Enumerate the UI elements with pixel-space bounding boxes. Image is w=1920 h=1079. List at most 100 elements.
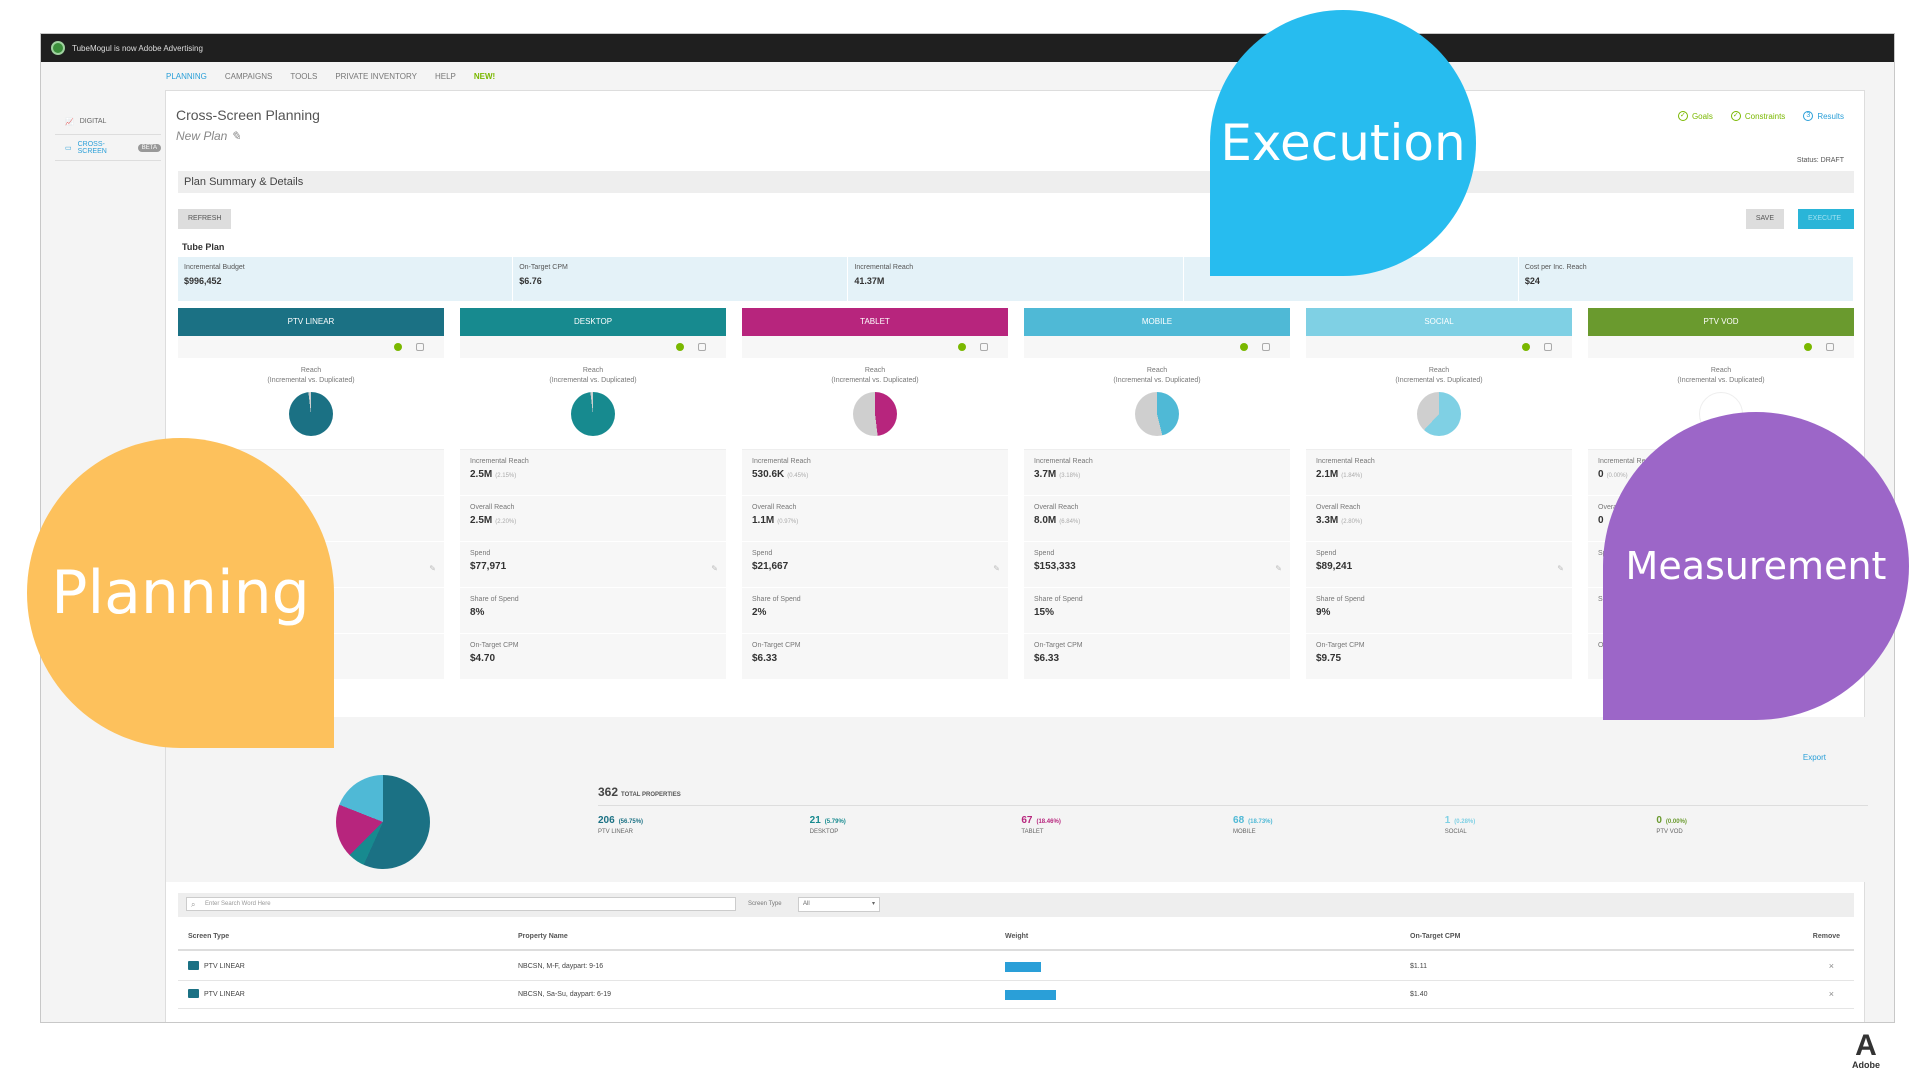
sidebar-item-cross-screen[interactable]: ▭ CROSS-SCREEN BETA bbox=[55, 135, 161, 161]
stat-label: DESKTOP bbox=[809, 829, 839, 835]
total-count: 362 bbox=[598, 785, 619, 799]
execute-button[interactable]: EXECUTE bbox=[1798, 209, 1854, 229]
metric-on-target-cpm: On-Target CPM $6.76 bbox=[513, 257, 849, 301]
nav-new[interactable]: NEW! bbox=[473, 72, 496, 81]
nav-help[interactable]: HELP bbox=[434, 72, 456, 81]
close-icon[interactable]: × bbox=[1828, 961, 1834, 971]
nav-tools[interactable]: TOOLS bbox=[290, 72, 318, 81]
main-nav: PLANNING CAMPAIGNS TOOLS PRIVATE INVENTO… bbox=[166, 72, 495, 81]
row-label: Incremental Reach bbox=[1034, 458, 1093, 465]
stat-label: MOBILE bbox=[1233, 829, 1256, 835]
reach-label: Reach bbox=[1428, 367, 1450, 374]
stat-value: 68 (18.73%) bbox=[1233, 815, 1445, 826]
reach-label: Reach bbox=[1146, 367, 1168, 374]
lock-icon[interactable] bbox=[416, 343, 424, 351]
card-reach: Reach (Incremental vs. Duplicated) bbox=[742, 358, 1008, 450]
nav-private-inventory[interactable]: PRIVATE INVENTORY bbox=[335, 72, 417, 81]
row-label: On-Target CPM bbox=[752, 642, 801, 649]
check-icon bbox=[676, 343, 684, 351]
cell-screen-type: PTV LINEAR bbox=[204, 963, 245, 970]
stat-value: 206 (56.75%) bbox=[598, 815, 810, 826]
metric-hidden bbox=[1184, 257, 1519, 301]
step-goals[interactable]: ✓ Goals bbox=[1677, 111, 1713, 121]
lock-icon[interactable] bbox=[1262, 343, 1270, 351]
row-label: Incremental Reach bbox=[752, 458, 811, 465]
reach-sublabel: (Incremental vs. Duplicated) bbox=[1113, 377, 1201, 384]
row-value: 8.0M (6.84%) bbox=[1034, 515, 1280, 526]
tubemogul-logo-icon bbox=[51, 41, 65, 55]
table-row[interactable]: PTV LINEAR NBCSN, Sa-Su, daypart: 6-19 $… bbox=[178, 981, 1854, 1009]
search-placeholder: Enter Search Word Here bbox=[205, 901, 271, 907]
status-text: Status: DRAFT bbox=[1796, 157, 1844, 164]
percent: (3.18%) bbox=[1059, 473, 1081, 479]
property-stat: 67 (18.46%) TABLET bbox=[1021, 815, 1233, 835]
nav-campaigns[interactable]: CAMPAIGNS bbox=[224, 72, 273, 81]
search-input[interactable]: ⌕ Enter Search Word Here bbox=[186, 897, 736, 911]
value: 8.0M bbox=[1034, 515, 1057, 526]
total-label: TOTAL PROPERTIES bbox=[621, 792, 681, 798]
plan-name[interactable]: New Plan ✎ bbox=[176, 129, 241, 143]
metric-value: $6.76 bbox=[519, 276, 542, 286]
row-label: Incremental Reach bbox=[1316, 458, 1375, 465]
card-reach: Reach (Incremental vs. Duplicated) bbox=[1306, 358, 1572, 450]
card-overall-reach: Overall Reach 8.0M (6.84%) bbox=[1024, 496, 1290, 542]
metric-cost-per-reach: Cost per Inc. Reach $24 bbox=[1519, 257, 1855, 301]
pencil-icon[interactable]: ✎ bbox=[1275, 564, 1282, 573]
property-stat: 68 (18.73%) MOBILE bbox=[1233, 815, 1445, 835]
row-value: 8% bbox=[470, 607, 485, 618]
stat-count: 1 bbox=[1444, 815, 1451, 826]
screen-type-select[interactable]: All ▾ bbox=[798, 897, 880, 912]
card-incremental-reach: Incremental Reach 3.7M (3.18%) bbox=[1024, 450, 1290, 496]
row-label: Spend bbox=[1316, 550, 1337, 557]
check-icon bbox=[1240, 343, 1248, 351]
nav-planning[interactable]: PLANNING bbox=[166, 72, 207, 81]
row-value: 2.1M (1.84%) bbox=[1316, 469, 1562, 480]
card-on-target-cpm: On-Target CPM $4.70 bbox=[460, 634, 726, 680]
stat-count: 0 bbox=[1656, 815, 1662, 826]
card-incremental-reach: Incremental Reach 2.5M (2.15%) bbox=[460, 450, 726, 496]
save-button[interactable]: SAVE bbox=[1745, 209, 1784, 229]
weight-bar[interactable] bbox=[1005, 962, 1041, 972]
reach-pie-chart bbox=[1417, 392, 1461, 436]
refresh-button[interactable]: REFRESH bbox=[178, 209, 232, 229]
pencil-icon[interactable]: ✎ bbox=[993, 564, 1000, 573]
metric-value: $24 bbox=[1524, 276, 1540, 286]
close-icon[interactable]: × bbox=[1828, 989, 1834, 999]
table-row[interactable]: PTV LINEAR NBCSN, M-F, daypart: 9-16 $1.… bbox=[178, 953, 1854, 981]
pencil-icon[interactable]: ✎ bbox=[1557, 564, 1564, 573]
card-spend: Spend $21,667 ✎ bbox=[742, 542, 1008, 588]
percent: (2.80%) bbox=[1341, 519, 1363, 525]
card-toolbar bbox=[1588, 336, 1854, 358]
lock-icon[interactable] bbox=[1826, 343, 1834, 351]
lock-icon[interactable] bbox=[698, 343, 706, 351]
weight-bar[interactable] bbox=[1005, 990, 1056, 1000]
cell-property-name: NBCSN, M-F, daypart: 9-16 bbox=[518, 963, 604, 970]
card-on-target-cpm: On-Target CPM $9.75 bbox=[1306, 634, 1572, 680]
reach-pie-chart bbox=[1135, 392, 1179, 436]
row-value: $21,667 bbox=[752, 561, 789, 572]
pencil-icon[interactable]: ✎ bbox=[230, 129, 241, 143]
percent: (0.97%) bbox=[777, 519, 799, 525]
channel-card: DESKTOP Reach (Incremental vs. Duplicate… bbox=[460, 308, 726, 680]
pencil-icon[interactable]: ✎ bbox=[429, 564, 436, 573]
pencil-icon[interactable]: ✎ bbox=[711, 564, 718, 573]
col-weight: Weight bbox=[1005, 933, 1029, 940]
lock-icon[interactable] bbox=[980, 343, 988, 351]
lock-icon[interactable] bbox=[1544, 343, 1552, 351]
adobe-logo: A Adobe bbox=[1851, 1029, 1881, 1076]
card-header: SOCIAL bbox=[1306, 308, 1572, 336]
stat-count: 21 bbox=[809, 815, 821, 826]
adobe-a-icon: A bbox=[1855, 1029, 1877, 1062]
row-label: Share of Spend bbox=[1034, 596, 1083, 603]
value: 3.3M bbox=[1316, 515, 1339, 526]
divider bbox=[598, 805, 1868, 806]
sidebar-item-digital[interactable]: 📈 DIGITAL bbox=[55, 109, 161, 135]
reach-pie-chart bbox=[853, 392, 897, 436]
step-results[interactable]: 3 Results bbox=[1803, 111, 1844, 121]
export-link[interactable]: Export bbox=[1802, 753, 1826, 762]
step-constraints[interactable]: ✓ Constraints bbox=[1730, 111, 1785, 121]
value: 2.1M bbox=[1316, 469, 1339, 480]
search-icon: ⌕ bbox=[191, 900, 196, 909]
properties-panel: Export 362 TOTAL PROPERTIES 206 (56.75%) P… bbox=[166, 717, 1868, 882]
card-share-of-spend: Share of Spend 9% bbox=[1306, 588, 1572, 634]
